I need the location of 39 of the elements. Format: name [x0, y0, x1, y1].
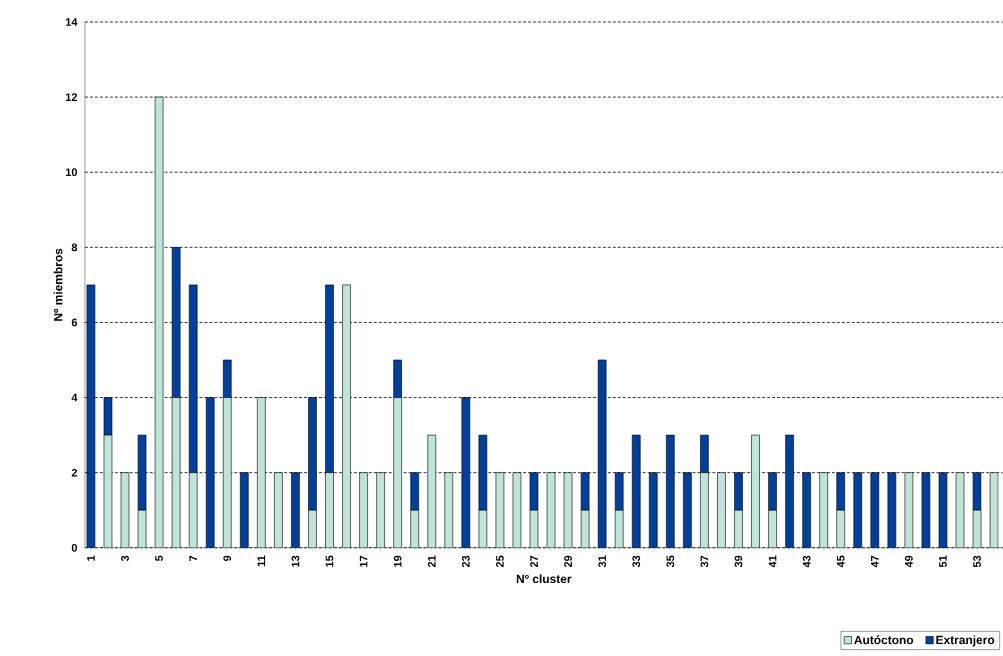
x-tick-label: 47 — [871, 555, 879, 568]
y-tick-label: 2 — [71, 468, 78, 477]
y-tick-label: 14 — [65, 18, 78, 26]
x-tick-label: 27 — [530, 555, 538, 568]
x-tick-label: 19 — [393, 555, 402, 567]
x-axis-title: Nº cluster — [516, 574, 572, 584]
y-tick-label: 10 — [65, 168, 77, 177]
x-tick-label: 37 — [700, 555, 709, 568]
x-tick-label: 3 — [121, 555, 129, 562]
y-tick-label: 8 — [71, 243, 78, 252]
x-tick-label: 21 — [427, 555, 436, 568]
x-tick-label: 9 — [223, 555, 232, 562]
legend-label: Autóctono — [854, 635, 914, 645]
x-tick-label: 5 — [155, 555, 163, 562]
x-tick-label: 49 — [905, 555, 913, 568]
x-tick-label: 23 — [461, 555, 470, 568]
x-tick-label: 7 — [189, 555, 197, 562]
y-tick-label: 12 — [65, 93, 78, 102]
x-tick-label: 51 — [939, 555, 947, 568]
x-tick-label: 25 — [496, 555, 504, 568]
y-axis-title: Nº miembros — [53, 248, 63, 321]
x-tick-label: 29 — [564, 555, 572, 568]
y-tick-label: 6 — [71, 318, 78, 327]
x-tick-label: 11 — [257, 555, 266, 567]
x-tick-label: 45 — [836, 555, 845, 568]
x-tick-label: 31 — [598, 555, 607, 568]
x-tick-label: 13 — [291, 555, 300, 567]
x-tick-label: 43 — [802, 555, 811, 568]
x-tick-label: 35 — [666, 555, 675, 568]
y-tick-label: 4 — [71, 393, 78, 402]
legend-label: Extranjero — [936, 635, 995, 647]
x-tick-label: 53 — [973, 555, 981, 568]
x-tick-label: 39 — [734, 555, 743, 568]
x-tick-label: 1 — [87, 555, 95, 561]
x-tick-label: 15 — [325, 555, 334, 567]
x-tick-label: 33 — [632, 555, 641, 568]
x-tick-label: 41 — [768, 555, 777, 568]
x-tick-label: 17 — [359, 555, 368, 567]
y-tick-label: 0 — [71, 544, 77, 552]
